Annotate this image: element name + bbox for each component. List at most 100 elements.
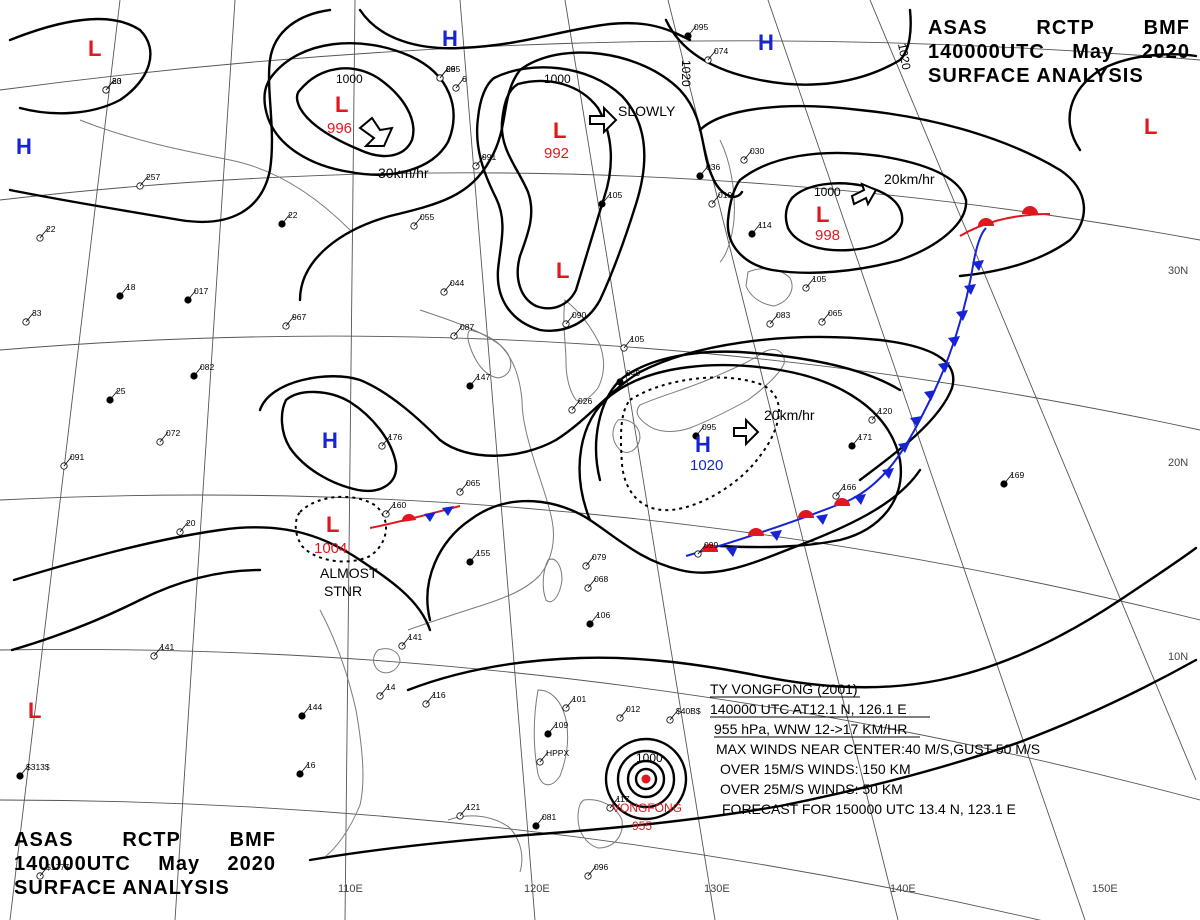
- coast-hainan: [373, 648, 401, 674]
- wind-barb-icon: [459, 805, 469, 817]
- motion-text: STNR: [324, 583, 362, 599]
- wind-barb-icon: [1003, 473, 1013, 485]
- wind-barb-icon: [109, 389, 119, 401]
- cold-front-triangle: [938, 362, 950, 373]
- wind-barb-icon: [835, 485, 845, 497]
- station-code: 23: [112, 76, 122, 86]
- cold-front-triangle: [964, 284, 976, 295]
- wind-barb-icon: [587, 865, 597, 877]
- wind-barb-icon: [871, 409, 881, 421]
- wind-barb-icon: [601, 193, 611, 205]
- station-code: 087: [460, 322, 474, 332]
- typhoon-pressure: 955: [632, 819, 652, 833]
- dashed-isobar-1020-high: [619, 376, 780, 512]
- isobar-labels: 1000 1000 1000 1000 1020 1020: [336, 42, 914, 765]
- station-code: $177$: [46, 862, 70, 872]
- meridian-line: [174, 0, 236, 920]
- motion-text: 20km/hr: [764, 407, 815, 423]
- station-code: 081: [542, 812, 556, 822]
- isobar-west-high: [280, 390, 398, 493]
- coastlines: [79, 119, 793, 873]
- lon-label: 140E: [890, 883, 916, 895]
- station-code: 083: [776, 310, 790, 320]
- warm-front-semicircle: [748, 528, 764, 536]
- lat-label: 10N: [1168, 651, 1188, 663]
- typhoon-name: VONGFONG: [612, 801, 682, 815]
- wind-barb-icon: [539, 751, 549, 763]
- wind-barb-icon: [609, 797, 619, 809]
- low-center-symbol: L: [88, 36, 101, 61]
- station-code: 117: [616, 794, 630, 804]
- lat-label: 30N: [1168, 265, 1188, 277]
- lon-label: 110E: [338, 883, 363, 895]
- station-code: 074: [714, 46, 728, 56]
- footer-agency-1: ASAS: [14, 829, 74, 851]
- header-agency-2: RCTP: [1036, 17, 1095, 39]
- station-code: 095: [694, 22, 708, 32]
- station-code: HPPX: [546, 748, 569, 758]
- wind-barb-icon: [619, 707, 629, 719]
- coast-bohai: [467, 329, 512, 379]
- lat-label: 20N: [1168, 457, 1188, 469]
- station-code: 106: [596, 610, 610, 620]
- wind-barb-icon: [707, 49, 717, 61]
- high-center-symbol: H: [322, 428, 338, 453]
- bulletin-line: OVER 15M/S WINDS: 150 KM: [720, 761, 911, 777]
- wind-barb-icon: [153, 645, 163, 657]
- station-code: 105: [812, 274, 826, 284]
- wind-barb-icon: [469, 375, 479, 387]
- station-code: $40B$: [676, 706, 701, 716]
- bulletin-line: MAX WINDS NEAR CENTER:40 M/S,GUST 50 M/S: [716, 741, 1040, 757]
- wind-barb-icon: [585, 555, 595, 567]
- wind-barb-icon: [39, 227, 49, 239]
- wind-barb-icon: [769, 313, 779, 325]
- wind-barb-icon: [453, 325, 463, 337]
- station-code: 155: [476, 548, 490, 558]
- wind-barb-icon: [669, 709, 679, 721]
- station-code: 096: [594, 862, 608, 872]
- wind-barb-icon: [139, 175, 149, 187]
- bulletin-line: 955 hPa, WNW 12->17 KM/HR: [714, 721, 907, 737]
- wind-barb-icon: [301, 705, 311, 717]
- station-code: 33: [32, 308, 42, 318]
- station-code: 22: [288, 210, 298, 220]
- station-code: 012: [626, 704, 640, 714]
- front-symbols: [401, 206, 1038, 557]
- cold-front-triangle: [726, 546, 738, 557]
- station-code: 120: [878, 406, 892, 416]
- station-code: 967: [292, 312, 306, 322]
- isobar-big-low: [298, 51, 744, 302]
- wind-barb-icon: [687, 25, 697, 37]
- wind-barb-icon: [413, 215, 423, 227]
- isobar-label: 1000: [336, 72, 363, 86]
- coast-japan-kyushu: [612, 419, 641, 453]
- station-code: 121: [466, 802, 480, 812]
- station-code: 147: [476, 372, 490, 382]
- isobar-992-outer: [475, 66, 646, 332]
- station-code: 991: [482, 152, 496, 162]
- low-center-symbol: L: [553, 118, 566, 143]
- station-code: 144: [308, 702, 322, 712]
- isobar-1008-west: [12, 526, 432, 632]
- station-code: 065: [446, 64, 460, 74]
- wind-barb-icon: [459, 481, 469, 493]
- isobar-se: [308, 658, 1198, 862]
- parallel-line: [0, 494, 1200, 621]
- isobar-1020-north: [664, 8, 912, 86]
- station-code: 036: [706, 162, 720, 172]
- bulletin-line: 140000 UTC AT12.1 N, 126.1 E: [710, 701, 907, 717]
- isobar-far-west: [8, 17, 152, 115]
- meridian-line: [459, 0, 536, 920]
- station-code: 019: [718, 190, 732, 200]
- parallel-line: [0, 648, 1200, 801]
- cold-front-triangle: [816, 514, 828, 525]
- isobar-1012-long: [406, 546, 1198, 692]
- front-warm-ne: [959, 213, 1051, 237]
- station-code: 068: [594, 574, 608, 584]
- bulletin-line: FORECAST FOR 150000 UTC 13.4 N, 123.1 E: [722, 801, 1016, 817]
- station-code: 171: [858, 432, 872, 442]
- station-code: 257: [146, 172, 160, 182]
- low-center-symbol: L: [816, 202, 829, 227]
- wind-barb-icon: [119, 285, 129, 297]
